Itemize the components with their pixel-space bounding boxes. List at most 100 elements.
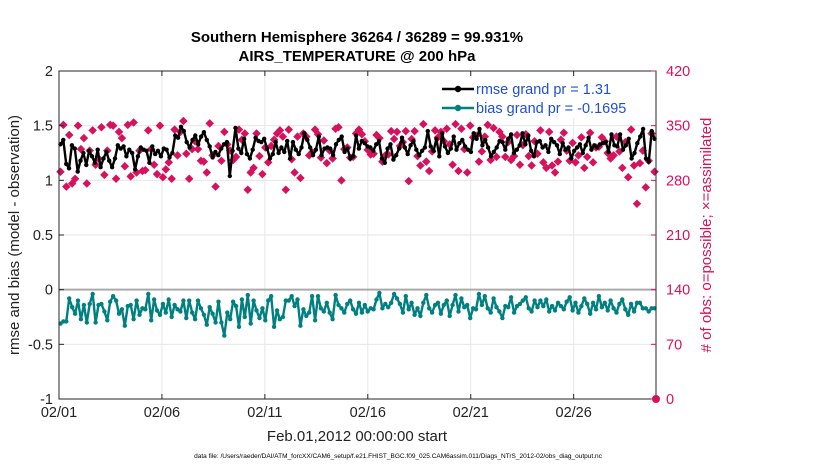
bias-series — [58, 290, 657, 338]
bias-point — [409, 300, 414, 305]
bias-point — [567, 295, 572, 300]
rmse-point — [201, 130, 207, 135]
bias-point — [576, 310, 581, 315]
rmse-point — [474, 136, 479, 141]
rmse-point — [75, 169, 80, 174]
obs-marker — [401, 126, 411, 136]
obs-marker — [205, 119, 214, 128]
obs-marker — [284, 125, 293, 134]
rmse-point — [270, 151, 275, 157]
y-tick-label-right: 420 — [666, 64, 690, 80]
rmse-point — [609, 132, 614, 137]
bias-point — [415, 306, 420, 311]
bias-point — [222, 333, 227, 338]
rmse-point — [153, 151, 158, 157]
rmse-point — [216, 153, 221, 158]
obs-marker — [281, 185, 291, 194]
bias-point — [403, 294, 408, 299]
rmse-point — [241, 136, 247, 141]
bias-point — [494, 305, 499, 310]
rmse-point — [279, 145, 284, 150]
rmse-point — [175, 135, 181, 140]
bias-point — [456, 309, 461, 314]
rmse-point — [417, 153, 422, 158]
rmse-point — [508, 132, 514, 137]
rmse-point — [445, 150, 451, 156]
y-tick-label-right: 0 — [666, 392, 674, 408]
bias-point — [239, 297, 245, 302]
rmse-point — [379, 156, 385, 161]
obs-marker — [492, 152, 501, 162]
bias-point — [160, 301, 166, 307]
bias-point — [380, 306, 385, 311]
obs-marker — [117, 133, 127, 143]
bias-point — [245, 292, 250, 298]
obs-marker — [334, 122, 343, 132]
obs-marker — [173, 151, 182, 160]
rmse-point — [440, 131, 445, 136]
obs-marker — [100, 170, 109, 180]
obs-marker — [322, 158, 332, 168]
rmse-point — [543, 143, 548, 148]
rmse-point — [253, 135, 258, 140]
bias-point — [166, 297, 171, 302]
bias-point — [523, 295, 528, 300]
rmse-point — [210, 155, 215, 160]
obs-marker — [477, 147, 487, 156]
bias-point — [362, 302, 367, 308]
rmse-point — [428, 144, 433, 149]
rmse-point — [158, 154, 164, 159]
bias-point — [579, 303, 584, 309]
rmse-point — [250, 147, 255, 152]
bias-point — [593, 307, 599, 312]
y-tick-label-right: 70 — [666, 337, 682, 353]
bias-point — [254, 308, 259, 313]
rmse-point — [328, 146, 333, 151]
bias-point — [643, 306, 648, 311]
obs-marker — [474, 157, 484, 166]
rmse-point — [506, 136, 511, 141]
rmse-point — [491, 149, 496, 155]
obs-marker — [410, 126, 419, 136]
rmse-point — [643, 156, 649, 161]
bias-point — [391, 291, 397, 297]
bias-point — [529, 309, 534, 314]
rmse-point — [388, 142, 393, 147]
rmse-point — [431, 148, 436, 153]
legend-bias-marker — [454, 104, 462, 112]
bias-point — [172, 302, 177, 308]
obs-marker — [202, 168, 212, 177]
bias-point — [547, 309, 552, 314]
bias-point — [558, 303, 564, 309]
bias-point — [274, 308, 280, 313]
bias-point — [134, 298, 139, 303]
obs-marker — [217, 156, 226, 166]
rmse-point — [606, 149, 611, 155]
legend-box — [438, 78, 652, 118]
obs-marker — [296, 173, 305, 183]
obs-marker — [73, 121, 83, 130]
bias-point — [447, 313, 452, 319]
bias-point — [359, 310, 365, 315]
bias-point — [637, 300, 643, 305]
bias-point — [599, 305, 605, 310]
bias-point — [394, 296, 400, 301]
bias-point — [72, 311, 78, 316]
obs-marker — [585, 128, 595, 137]
obs-marker — [580, 163, 589, 173]
rmse-point — [127, 147, 132, 152]
rmse-point — [442, 144, 448, 149]
bias-point — [549, 303, 555, 309]
rmse-point — [115, 143, 121, 148]
rmse-point — [150, 144, 155, 149]
bias-point — [406, 307, 411, 312]
bias-point — [526, 306, 531, 311]
y-tick-label-left: 0 — [45, 283, 53, 299]
bias-point — [438, 311, 444, 316]
bias-point — [163, 310, 168, 315]
bias-point — [345, 301, 350, 307]
axes: 02/01 02/06 02/11 02/16 02/21 02/26 -1 -0.5 0 0.5… — [28, 64, 690, 421]
bias-point — [628, 301, 634, 307]
obs-marker — [184, 174, 194, 184]
bias-point — [169, 314, 174, 320]
